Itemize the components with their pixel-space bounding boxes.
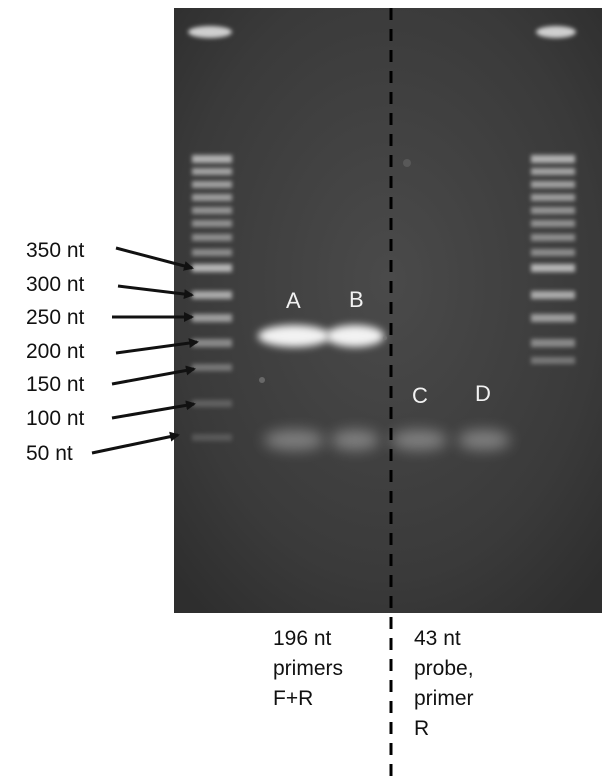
ladder-label-100: 100 nt xyxy=(26,407,85,430)
caption-right-line-1: 43 nt xyxy=(414,627,461,650)
caption-right: 43 nt probe, primer R xyxy=(414,624,524,744)
arrow-50 xyxy=(91,431,180,455)
lane-label-a: A xyxy=(286,288,301,313)
sample-bands xyxy=(258,325,510,450)
caption-left-line-3: F+R xyxy=(273,687,314,710)
gel-image xyxy=(174,8,602,613)
ladder-label-150: 150 nt xyxy=(26,373,85,396)
lane-label-b: B xyxy=(349,287,364,312)
ladder-arrows xyxy=(91,246,199,455)
ladder-label-350: 350 nt xyxy=(26,239,85,262)
ladder-label-250: 250 nt xyxy=(26,306,85,329)
band-d-low xyxy=(458,430,510,450)
lane-label-c: C xyxy=(412,383,428,408)
ladder-labels: 350 nt 300 nt 250 nt 200 nt 150 nt 100 n… xyxy=(26,239,85,465)
lane-labels: A B C D xyxy=(286,287,491,408)
caption-left: 196 nt primers F+R xyxy=(273,624,383,714)
arrow-150 xyxy=(111,365,196,386)
arrow-200 xyxy=(115,338,199,355)
caption-right-line-4: R xyxy=(414,717,430,740)
arrow-350 xyxy=(115,246,194,271)
caption-right-line-2: probe, xyxy=(414,657,474,680)
band-b-main xyxy=(326,325,384,347)
ladder-lane-right xyxy=(531,155,575,364)
caption-left-line-1: 196 nt xyxy=(273,627,332,650)
band-a-low xyxy=(264,430,324,450)
ladder-lane-left xyxy=(192,155,232,441)
caption-left-line-2: primers xyxy=(273,657,344,680)
caption-right-line-3: primer xyxy=(414,687,474,710)
ladder-label-50: 50 nt xyxy=(26,442,73,465)
band-c-low xyxy=(391,430,447,450)
band-b-low xyxy=(331,430,379,450)
ladder-label-300: 300 nt xyxy=(26,273,85,296)
ladder-label-200: 200 nt xyxy=(26,340,85,363)
arrow-300 xyxy=(117,284,194,299)
arrow-100 xyxy=(111,400,196,420)
gel-specks xyxy=(259,159,411,383)
lane-label-d: D xyxy=(475,381,491,406)
band-a-main xyxy=(258,325,330,347)
wells xyxy=(188,26,576,38)
